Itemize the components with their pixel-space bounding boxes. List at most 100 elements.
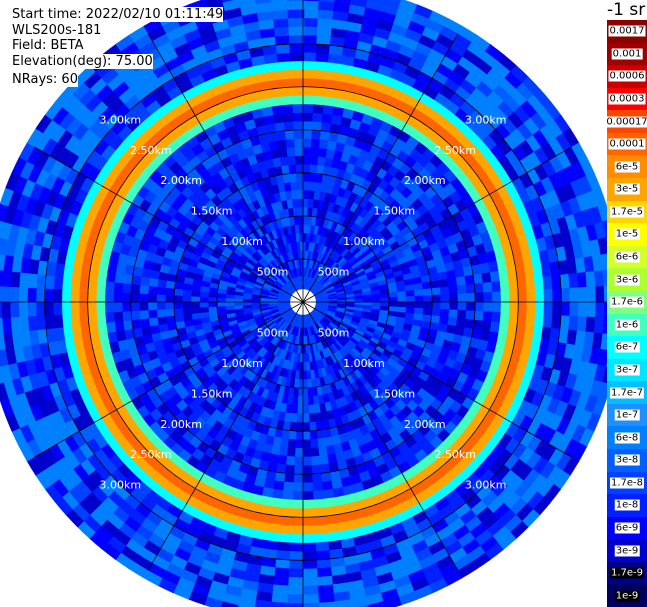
beta-cell [62,275,73,291]
beta-cell [147,293,158,303]
beta-cell [321,488,335,500]
beta-cell [182,301,192,309]
beta-cell [27,300,37,317]
beta-cell [284,129,296,140]
beta-cell [569,301,579,318]
beta-cell [585,271,596,289]
beta-cell [277,524,292,535]
range-ring-label: 1.50km [191,205,233,218]
beta-cell [289,533,304,544]
beta-cell [534,301,545,316]
beta-cell [273,17,290,29]
colorbar-title: -1 sr [607,0,646,20]
beta-cell [302,155,312,165]
beta-cell [36,314,47,331]
beta-cell [314,541,330,552]
beta-cell [293,129,304,139]
beta-cell [292,473,304,484]
beta-cell [297,198,304,208]
beta-cell [302,112,314,122]
beta-cell [456,284,467,295]
beta-cell [593,317,605,335]
beta-cell [448,285,459,296]
beta-cell [53,313,64,329]
beta-cell [173,307,184,316]
beta-cell [534,289,545,304]
beta-cell [290,181,298,191]
beta-cell [302,146,312,157]
beta-cell [500,301,510,314]
colorbar-tick-label: 1.7e-9 [609,567,645,579]
beta-cell [448,293,459,303]
beta-cell [10,270,21,288]
range-ring-label: 2.00km [160,174,202,187]
beta-cell [36,272,47,289]
beta-cell [542,314,553,330]
beta-cell [560,301,571,318]
colorbar-tick-label: 0.00017 [605,116,647,128]
beta-cell [281,95,294,106]
beta-cell [271,104,285,116]
beta-cell [27,286,37,303]
range-ring-label: 2.00km [404,418,446,431]
beta-cell [96,279,107,292]
beta-cell [457,301,467,312]
beta-cell [311,481,324,492]
beta-cell [302,103,315,114]
beta-cell [27,271,38,289]
beta-cell [278,69,293,80]
beta-cell [182,307,192,315]
beta-cell [199,301,209,308]
beta-cell [320,480,333,491]
colorbar-tick-label: 6e-8 [614,432,640,444]
colorbar-tick-label: 3e-7 [614,364,640,376]
beta-cell [292,103,304,114]
beta-cell [302,60,317,71]
beta-cell [297,207,304,217]
beta-cell [302,0,321,2]
beta-cell [293,456,304,466]
beta-cell [316,592,335,604]
beta-cell [314,78,328,89]
beta-cell [87,300,97,314]
beta-cell [302,387,309,397]
beta-cell [302,43,318,53]
colorbar-tick-label: 1e-5 [614,228,640,240]
beta-cell [491,291,502,303]
beta-cell [44,287,54,303]
beta-cell [286,146,297,157]
beta-cell [287,9,305,19]
beta-cell [291,499,304,509]
colorbar-tick-label: 3e-8 [614,454,640,466]
beta-cell [525,277,536,292]
beta-cell [272,9,290,20]
beta-cell [290,69,305,79]
beta-cell [105,320,117,334]
range-ring-label: 500m [257,266,289,279]
colorbar-tick-label: 6e-5 [614,161,640,173]
colorbar-tick-label: 1e-6 [614,319,640,331]
beta-cell [552,288,562,304]
beta-cell [291,77,305,88]
beta-cell [113,291,123,303]
colorbar-tick-label: 6e-7 [614,341,640,353]
beta-cell [18,315,30,332]
beta-cell [287,559,304,570]
beta-cell [302,9,320,19]
beta-cell [302,404,310,415]
beta-cell [517,290,528,304]
beta-cell [543,288,553,304]
beta-cell [301,499,315,509]
beta-cell [397,296,407,303]
beta-cell [372,0,386,4]
elevation-label: Elevation(deg): 75.00 [12,54,153,69]
beta-cell [551,274,562,291]
beta-cell [130,301,140,312]
beta-cell [317,18,335,29]
beta-cell [121,301,132,312]
beta-cell [114,319,125,332]
beta-cell [534,276,545,291]
beta-cell [302,95,315,105]
beta-cell [156,301,166,310]
beta-cell [491,281,502,294]
